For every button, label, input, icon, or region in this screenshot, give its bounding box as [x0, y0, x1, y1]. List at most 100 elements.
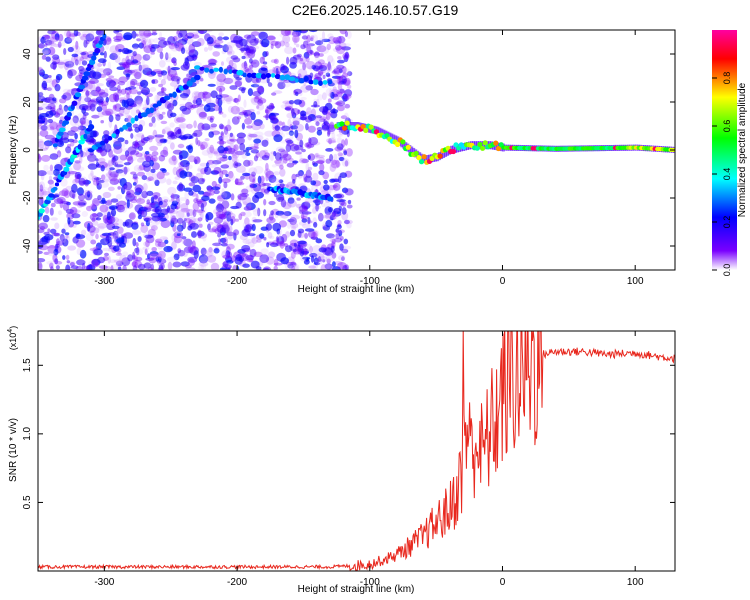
noise-speckle: [306, 107, 312, 115]
noise-speckle: [279, 33, 285, 38]
noise-speckle: [219, 138, 224, 147]
noise-speckle: [49, 121, 58, 130]
noise-speckle: [327, 33, 334, 39]
streak-point: [298, 78, 305, 84]
noise-speckle: [39, 72, 45, 76]
noise-speckle: [161, 111, 166, 115]
noise-speckle: [207, 223, 211, 230]
noise-speckle: [157, 267, 164, 270]
noise-speckle: [148, 122, 153, 127]
noise-speckle: [137, 263, 146, 270]
noise-speckle: [335, 44, 342, 51]
noise-speckle: [45, 124, 55, 131]
streak-point: [318, 80, 323, 86]
noise-speckle: [185, 267, 196, 270]
noise-speckle: [57, 41, 62, 48]
noise-speckle: [168, 156, 178, 164]
noise-speckle: [140, 36, 149, 44]
noise-speckle: [163, 172, 170, 176]
noise-speckle: [234, 256, 243, 265]
noise-speckle: [213, 150, 219, 156]
noise-speckle: [231, 62, 237, 71]
noise-speckle: [256, 86, 264, 93]
noise-speckle: [332, 184, 338, 188]
noise-speckle: [341, 248, 349, 254]
noise-speckle: [325, 72, 331, 77]
noise-speckle: [89, 78, 99, 84]
noise-speckle: [157, 243, 163, 250]
noise-speckle: [237, 133, 246, 139]
noise-speckle: [93, 220, 99, 226]
noise-speckle: [287, 197, 295, 204]
noise-speckle: [108, 93, 117, 103]
noise-speckle: [271, 92, 277, 96]
noise-speckle: [197, 140, 201, 147]
noise-speckle: [339, 236, 344, 241]
noise-speckle: [154, 240, 162, 247]
noise-speckle: [106, 211, 111, 221]
noise-speckle: [74, 174, 80, 180]
noise-speckle: [92, 71, 102, 80]
noise-speckle: [205, 96, 212, 104]
noise-speckle: [84, 80, 90, 88]
noise-speckle: [209, 144, 215, 154]
noise-speckle: [153, 195, 158, 200]
noise-speckle: [117, 250, 121, 255]
noise-speckle: [287, 118, 292, 127]
noise-speckle: [124, 64, 130, 73]
noise-speckle: [243, 99, 247, 108]
noise-speckle: [156, 45, 163, 53]
noise-speckle: [292, 160, 299, 164]
noise-speckle: [52, 97, 57, 102]
spectrogram-x-axis: -300 -200 -100 0 100: [94, 30, 644, 287]
noise-speckle: [254, 81, 260, 89]
noise-speckle: [275, 146, 285, 154]
noise-speckle: [80, 150, 84, 158]
noise-speckle: [169, 210, 173, 216]
streak-point: [270, 73, 276, 78]
noise-speckle: [109, 171, 119, 178]
noise-speckle: [55, 75, 61, 84]
track-glow: [390, 133, 394, 142]
noise-speckle: [173, 253, 180, 261]
noise-speckle: [236, 116, 242, 120]
noise-speckle: [134, 71, 142, 80]
noise-speckle: [65, 208, 74, 214]
noise-speckle: [134, 255, 138, 263]
noise-speckle: [225, 173, 229, 177]
noise-speckle: [147, 219, 153, 224]
noise-speckle: [53, 123, 62, 127]
noise-speckle: [263, 209, 267, 217]
noise-speckle: [112, 230, 119, 240]
track-point: [477, 141, 483, 148]
noise-speckle: [334, 237, 343, 243]
noise-speckle: [222, 113, 227, 118]
noise-speckle: [292, 34, 300, 43]
noise-speckle: [126, 92, 130, 100]
noise-speckle: [92, 198, 100, 207]
noise-speckle: [65, 264, 71, 270]
noise-speckle: [190, 176, 199, 184]
noise-speckle: [48, 46, 56, 56]
noise-speckle: [245, 254, 255, 261]
snr-panel: -300 -200 -100 0 100 0.51.01.5 Height of str…: [7, 326, 676, 595]
track-glow: [420, 153, 424, 162]
noise-speckle: [169, 209, 179, 214]
noise-speckle: [237, 113, 245, 118]
noise-speckle: [155, 238, 163, 243]
noise-speckle: [344, 68, 351, 77]
noise-speckle: [231, 116, 240, 125]
noise-speckle: [330, 160, 341, 169]
noise-speckle: [321, 215, 330, 219]
streak-3: [194, 65, 333, 86]
noise-speckle: [270, 43, 274, 50]
noise-speckle: [245, 239, 250, 245]
noise-speckle: [166, 205, 171, 213]
noise-speckle: [78, 193, 86, 201]
noise-speckle: [101, 265, 112, 270]
noise-speckle: [124, 112, 130, 118]
noise-speckle: [143, 216, 153, 221]
noise-speckle: [277, 196, 285, 201]
noise-speckle: [266, 35, 276, 41]
streak-point: [77, 144, 82, 150]
